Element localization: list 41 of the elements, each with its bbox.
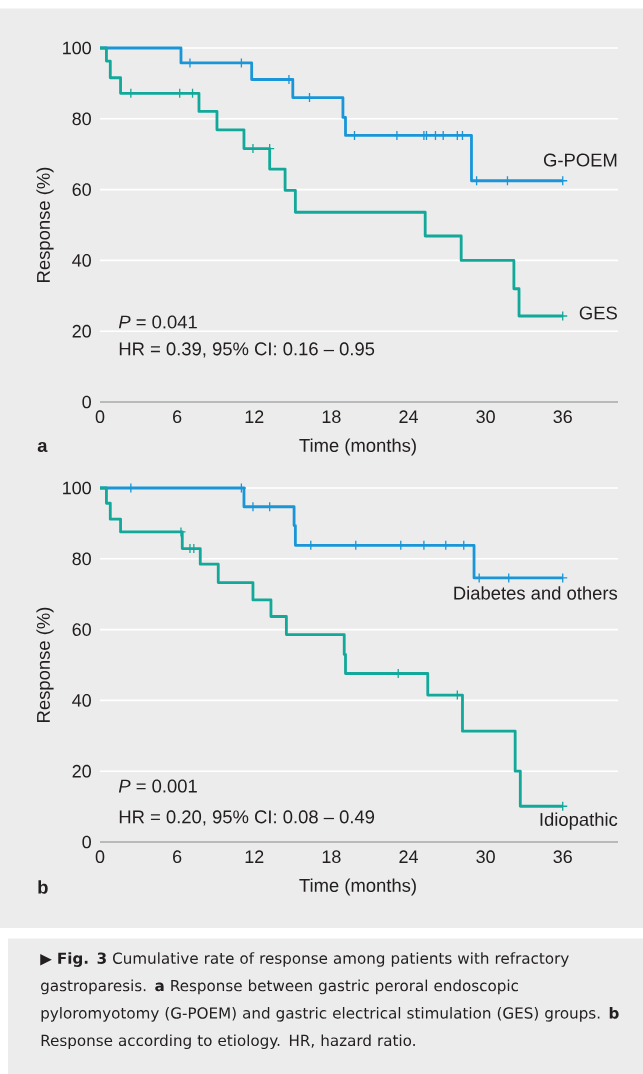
x-tick-label: 18 [322, 410, 341, 424]
y-tick-label: 0 [82, 395, 91, 409]
text: b [38, 880, 48, 894]
y-tick-label: 100 [63, 481, 91, 495]
annotation: HR = 0.39, 95% CI: 0.16 – 0.95 [119, 342, 375, 358]
text: a [37, 441, 48, 453]
x-tick-label: 12 [245, 850, 264, 863]
x-tick-label: 6 [173, 850, 182, 864]
text: ▶ Fig. 3 Cumulative rate of response among patients with refractory gastroparesis. a Response between gastric peroral endoscopic pyloromyotomy (G-POEM) and gastric electrical stimulation (GES) groups. b Response according to etiology. HR, hazard ratio. [40, 952, 619, 1050]
x-tick-label: 36 [553, 410, 572, 424]
series-label: G-POEM [543, 153, 617, 167]
y-tick-label: 40 [72, 694, 91, 707]
y-axis-title: Response (%) [36, 607, 54, 722]
x-tick-label: 6 [173, 410, 182, 424]
y-tick-label: 100 [63, 41, 91, 55]
y-tick-label: 20 [72, 764, 91, 778]
y-tick-label: 60 [72, 623, 91, 636]
x-tick-label: 36 [553, 850, 572, 864]
series-label: GES [579, 306, 617, 320]
x-axis-title: Time (months) [299, 878, 416, 896]
x-tick-label: 0 [95, 850, 105, 864]
y-tick-label: 40 [72, 254, 91, 267]
x-tick-label: 24 [399, 410, 418, 423]
x-tick-label: 0 [95, 410, 105, 424]
annotation: P = 0.041 [118, 315, 197, 329]
series-label: Idiopathic [540, 812, 618, 830]
y-tick-label: 0 [82, 835, 91, 849]
x-axis-title: Time (months) [299, 438, 416, 456]
y-axis-title: Response (%) [36, 167, 54, 282]
y-tick-label: 80 [72, 552, 91, 566]
x-tick-label: 30 [476, 410, 495, 424]
x-tick-label: 18 [322, 850, 341, 864]
y-tick-label: 60 [72, 183, 91, 196]
x-tick-label: 12 [245, 410, 264, 423]
y-tick-label: 20 [72, 324, 91, 338]
series-label: Diabetes and others [454, 586, 618, 600]
annotation: HR = 0.20, 95% CI: 0.08 – 0.49 [119, 810, 375, 826]
x-tick-label: 24 [399, 850, 418, 863]
y-tick-label: 80 [72, 112, 91, 126]
annotation: P = 0.001 [118, 779, 197, 793]
x-tick-label: 30 [476, 850, 495, 864]
